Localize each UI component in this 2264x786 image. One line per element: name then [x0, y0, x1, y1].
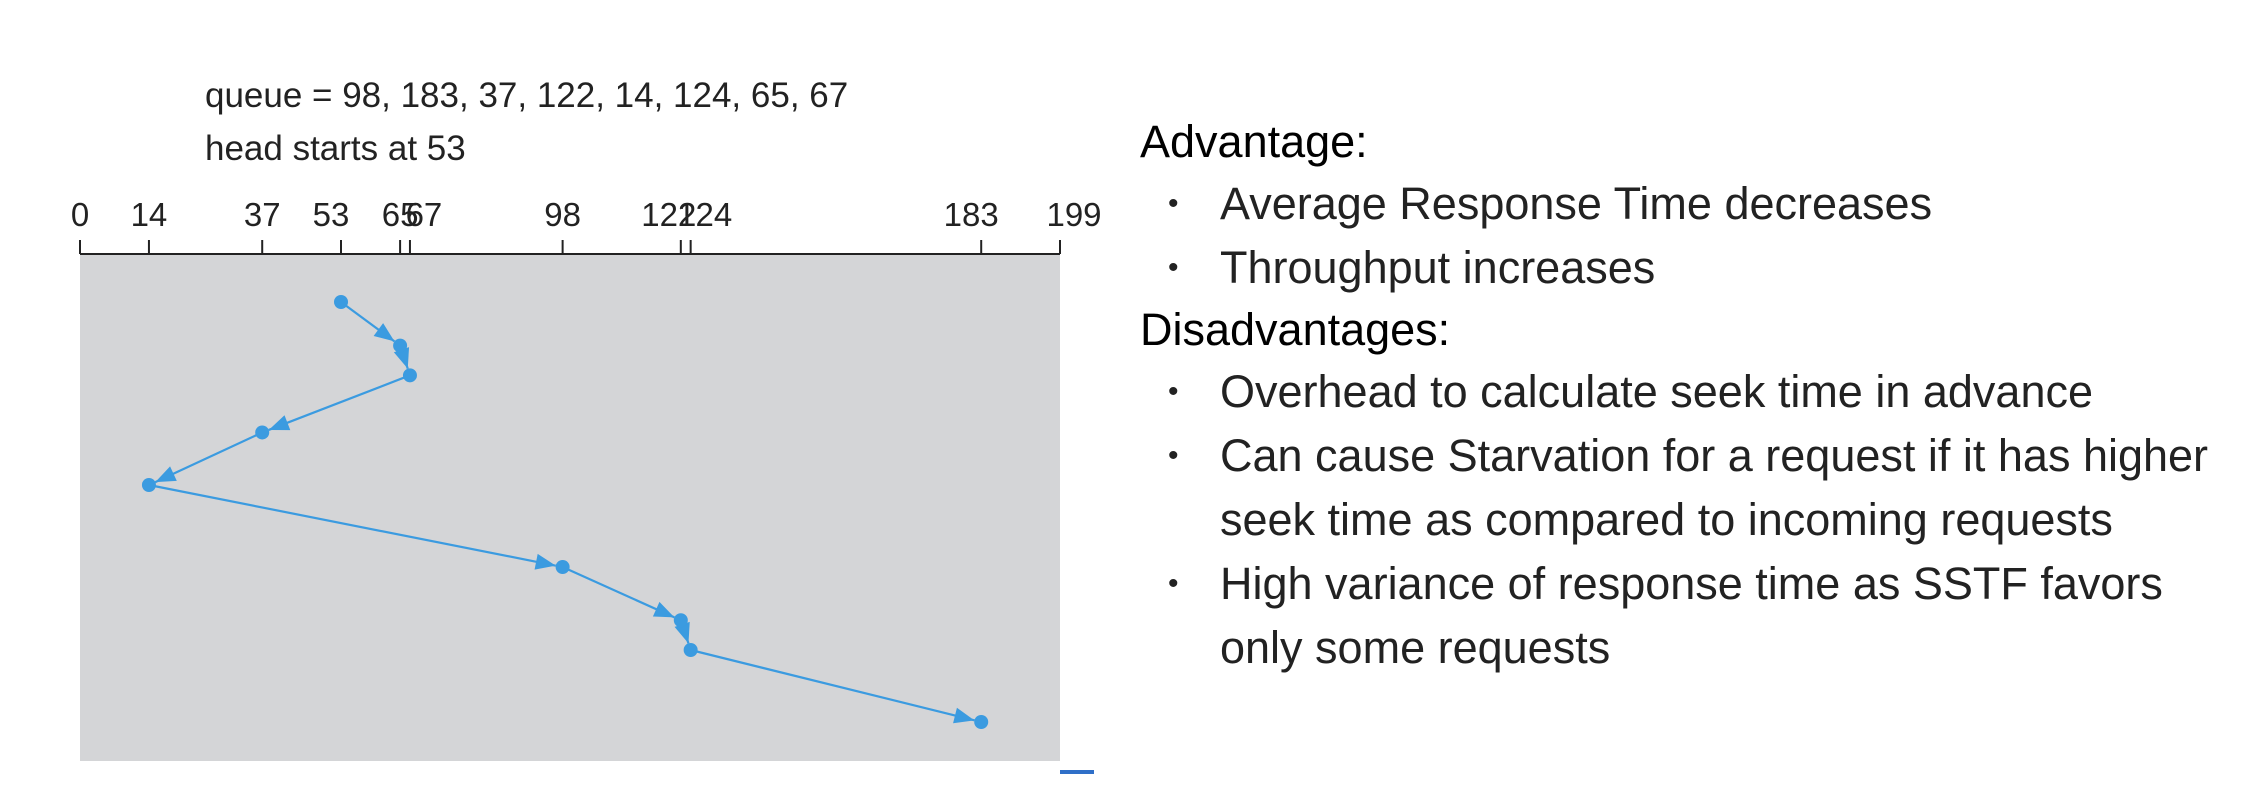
bullet-icon: • — [1168, 567, 1179, 600]
bullet-icon: • — [1168, 187, 1179, 220]
tick-label: 98 — [544, 196, 581, 233]
request-point — [141, 478, 156, 493]
queue-label: queue = 98, 183, 37, 122, 14, 124, 65, 6… — [205, 76, 848, 115]
request-point — [673, 613, 688, 628]
arrowhead-icon — [674, 621, 690, 644]
arrowhead-icon — [393, 347, 410, 369]
advantage-list: • Average Response Time decreases • Throug… — [1140, 172, 2240, 300]
seek-segment — [148, 483, 556, 567]
tick-label: 0 — [71, 196, 89, 233]
request-point — [683, 643, 698, 658]
seek-segment — [690, 648, 975, 722]
tick-label: 14 — [131, 196, 168, 233]
request-point — [255, 425, 270, 440]
advantage-heading: Advantage: — [1140, 116, 1368, 167]
bullet-icon: • — [1168, 251, 1179, 284]
sstf-notes: Advantage: • Average Response Time decrea… — [1140, 112, 2240, 680]
slide-footer-mark — [1060, 770, 1094, 774]
tick-label: 67 — [406, 196, 443, 233]
seek-segment — [268, 374, 411, 431]
disadvantage-heading: Disadvantages: — [1140, 304, 1451, 355]
disadvantage-list: • Overhead to calculate seek time in adva… — [1140, 360, 2240, 680]
request-point — [402, 368, 417, 383]
sstf-seek-diagram: queue = 98, 183, 37, 122, 14, 124, 65, 6… — [71, 76, 1102, 761]
tick-label: 183 — [944, 196, 999, 233]
tick-label: 122 — [641, 196, 696, 233]
head-start-label: head starts at 53 — [205, 129, 466, 168]
tick-label: 65 — [382, 196, 419, 233]
request-point — [555, 560, 570, 575]
arrowhead-icon — [155, 466, 177, 483]
bullet-icon: • — [1168, 375, 1179, 408]
request-point — [334, 295, 349, 309]
disadvantage-text: Overhead to calculate seek time in advan… — [1220, 366, 2093, 417]
seek-segment — [562, 566, 675, 619]
request-point — [393, 338, 408, 353]
request-point — [974, 715, 989, 729]
tick-label: 124 — [677, 196, 732, 233]
head-movement-path — [141, 295, 989, 729]
arrowhead-icon — [373, 323, 395, 342]
arrowhead-icon — [652, 601, 675, 618]
advantage-item: • Average Response Time decreases — [1140, 172, 2240, 236]
arrowhead-icon — [534, 553, 556, 570]
advantage-text: Throughput increases — [1220, 242, 1656, 293]
advantage-item: • Throughput increases — [1140, 236, 2240, 300]
disadvantage-text: High variance of response time as SSTF f… — [1220, 558, 2163, 673]
disadvantage-item: • High variance of response time as SSTF … — [1140, 552, 2240, 680]
bullet-icon: • — [1168, 439, 1179, 472]
disadvantage-item: • Can cause Starvation for a request if i… — [1140, 424, 2240, 552]
advantage-text: Average Response Time decreases — [1220, 178, 1933, 229]
track-area — [80, 254, 1060, 761]
arrowhead-icon — [268, 415, 291, 431]
tick-label: 199 — [1046, 196, 1101, 233]
disadvantage-text: Can cause Starvation for a request if it… — [1220, 430, 2209, 545]
tick-label: 53 — [313, 196, 350, 233]
tick-label: 37 — [244, 196, 281, 233]
disadvantage-item: • Overhead to calculate seek time in adva… — [1140, 360, 2240, 424]
arrowhead-icon — [953, 707, 975, 724]
